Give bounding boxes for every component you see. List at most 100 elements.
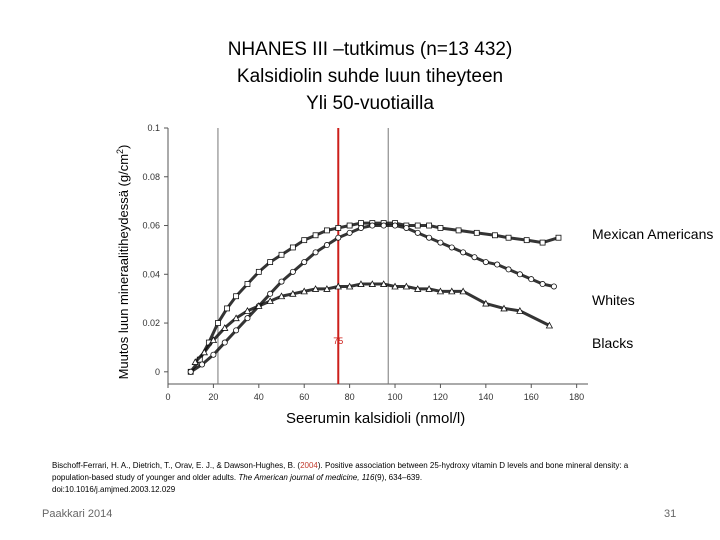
data-point-triangle xyxy=(425,285,433,292)
data-point-circle xyxy=(323,242,330,249)
data-point-circle xyxy=(278,278,285,285)
data-point-triangle xyxy=(232,314,240,322)
x-tick-label: 120 xyxy=(433,392,448,402)
data-point-circle xyxy=(539,281,546,288)
x-tick-label: 20 xyxy=(208,392,218,402)
data-point-square xyxy=(267,259,274,265)
threshold-label: 75 xyxy=(333,336,343,346)
slide-title: NHANES III –tutkimus (n=13 432) Kalsidio… xyxy=(190,36,550,117)
data-point-triangle xyxy=(368,280,376,287)
x-tick-label: 140 xyxy=(478,392,493,402)
data-point-square xyxy=(335,225,342,231)
title-line-3: Yli 50-vuotiailla xyxy=(306,93,434,114)
data-point-triangle xyxy=(459,287,467,295)
data-point-triangle xyxy=(345,282,354,290)
footer-author: Paakkari 2014 xyxy=(42,508,113,520)
y-tick-label: 0.08 xyxy=(142,172,160,182)
data-point-circle xyxy=(505,266,512,273)
x-axis-label: Seerumin kalsidioli (nmol/l) xyxy=(286,410,466,427)
data-point-triangle xyxy=(289,289,297,297)
y-axis-label: Muutos luun mineraalitiheydessä (g/cm2) xyxy=(114,144,132,380)
data-point-triangle xyxy=(221,324,229,331)
data-point-circle xyxy=(335,234,342,241)
data-point-triangle xyxy=(402,282,411,290)
data-point-triangle xyxy=(300,287,308,295)
y-tick-label: 0 xyxy=(155,367,160,377)
data-point-circle xyxy=(471,254,478,261)
data-point-circle xyxy=(301,259,308,266)
data-point-square xyxy=(233,293,240,300)
data-point-triangle xyxy=(516,307,524,314)
data-point-square xyxy=(437,225,444,231)
data-point-circle xyxy=(403,224,410,231)
data-point-triangle xyxy=(482,299,490,307)
data-point-triangle xyxy=(311,285,320,292)
data-point-circle xyxy=(437,239,444,246)
data-point-triangle xyxy=(323,285,331,292)
y-tick-label: 0.06 xyxy=(142,221,160,231)
data-point-triangle xyxy=(243,307,252,314)
data-point-triangle xyxy=(277,292,286,300)
data-point-circle xyxy=(289,268,296,275)
data-point-circle xyxy=(187,368,194,375)
data-point-circle xyxy=(392,222,399,229)
data-point-triangle xyxy=(209,336,218,344)
data-point-triangle xyxy=(391,282,399,290)
data-point-circle xyxy=(494,261,501,268)
data-point-square xyxy=(244,281,251,287)
x-tick-label: 80 xyxy=(345,392,355,402)
data-point-square xyxy=(255,268,262,275)
data-point-circle xyxy=(221,339,228,346)
data-point-square xyxy=(523,237,530,244)
data-point-circle xyxy=(426,234,433,241)
data-point-square xyxy=(278,251,285,258)
legend-whites: Whites xyxy=(592,292,635,308)
citation: Bischoff-Ferrari, H. A., Dietrich, T., O… xyxy=(52,461,629,494)
series-line-blacks xyxy=(194,282,551,364)
data-point-square xyxy=(414,222,421,229)
data-point-square xyxy=(426,222,432,229)
data-point-square xyxy=(473,229,480,236)
legend-blacks: Blacks xyxy=(592,335,634,351)
data-point-circle xyxy=(380,222,387,229)
title-line-1: NHANES III –tutkimus (n=13 432) xyxy=(227,39,513,60)
data-point-circle xyxy=(346,229,353,236)
data-point-triangle xyxy=(448,287,456,295)
data-point-square xyxy=(289,244,296,251)
data-point-circle xyxy=(210,351,217,358)
data-point-circle xyxy=(414,229,421,236)
data-point-circle xyxy=(369,222,376,229)
data-point-square xyxy=(555,234,562,241)
page-number: 31 xyxy=(664,508,677,520)
data-point-square xyxy=(492,232,498,239)
data-point-square xyxy=(215,320,221,326)
data-point-circle xyxy=(244,315,251,322)
data-point-triangle xyxy=(255,302,263,309)
series-line-mexican-americans xyxy=(189,221,559,373)
data-point-triangle xyxy=(380,280,388,287)
data-point-square xyxy=(312,232,319,239)
data-point-triangle xyxy=(200,348,208,356)
data-point-circle xyxy=(357,224,364,231)
data-point-triangle xyxy=(436,287,445,295)
x-tick-label: 40 xyxy=(254,392,264,402)
data-point-square xyxy=(324,227,330,234)
legend-mexican-americans: Mexican Americans xyxy=(592,226,714,242)
data-point-triangle xyxy=(357,280,365,287)
data-point-triangle xyxy=(500,304,508,312)
data-point-circle xyxy=(199,361,206,368)
data-point-circle xyxy=(550,283,557,290)
data-point-square xyxy=(301,237,308,244)
data-point-triangle xyxy=(334,282,342,290)
data-point-square xyxy=(224,305,230,312)
y-tick-label: 0.02 xyxy=(142,318,160,328)
data-point-circle xyxy=(482,259,489,266)
data-point-square xyxy=(505,234,512,241)
x-tick-label: 180 xyxy=(569,392,584,402)
data-point-circle xyxy=(233,327,240,334)
y-tick-label: 0.1 xyxy=(147,123,160,133)
series-line-whites xyxy=(189,224,555,374)
title-line-2: Kalsidiolin suhde luun tiheyteen xyxy=(236,66,504,87)
